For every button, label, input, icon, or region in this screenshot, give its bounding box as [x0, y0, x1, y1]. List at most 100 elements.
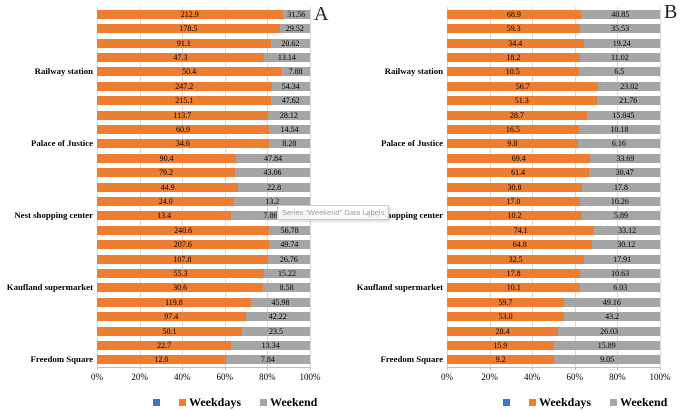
bar-segment-weekdays[interactable]: 10.2	[447, 211, 583, 221]
bar-segment-weekend[interactable]: 6.16	[577, 139, 660, 149]
data-label-weekend[interactable]: 7.86	[263, 211, 278, 221]
bar-segment-weekdays[interactable]: 22.7	[97, 340, 232, 350]
data-label-weekdays[interactable]: 113.7	[173, 110, 192, 120]
data-label-weekdays[interactable]: 59.3	[506, 24, 521, 34]
bar-segment-weekdays[interactable]: 44.9	[97, 182, 239, 192]
bar-segment-weekdays[interactable]: 55.3	[97, 268, 265, 278]
data-label-weekend[interactable]: 33.69	[616, 153, 635, 163]
data-label-weekend[interactable]: 17.8	[613, 182, 628, 192]
bar-segment-weekend[interactable]: 15.22	[264, 268, 310, 278]
data-label-weekdays[interactable]: 91.1	[176, 38, 191, 48]
data-label-weekend[interactable]: 10.26	[610, 196, 629, 206]
bar-segment-weekdays[interactable]: 68.9	[447, 9, 581, 19]
data-label-weekdays[interactable]: 207.6	[173, 240, 192, 250]
bar-segment-weekend[interactable]: 49.74	[268, 240, 310, 250]
bar-segment-weekend[interactable]: 45.98	[250, 297, 310, 307]
bar-segment-weekdays[interactable]: 50.1	[97, 326, 242, 336]
data-label-weekdays[interactable]: 18.2	[506, 52, 521, 62]
bar-segment-weekend[interactable]: 43.2	[564, 312, 660, 322]
data-label-weekdays[interactable]: 34.6	[175, 139, 190, 149]
bar-segment-weekdays[interactable]: 247.2	[97, 81, 272, 91]
bar-segment-weekdays[interactable]: 240.6	[97, 225, 270, 235]
legend-item-weekdays[interactable]: Weekdays	[529, 395, 591, 410]
bar-segment-weekdays[interactable]: 119.8	[97, 297, 251, 307]
bar-segment-weekend[interactable]: 10.18	[578, 124, 660, 134]
data-label-weekend[interactable]: 43.06	[263, 168, 282, 178]
bar-segment-weekend[interactable]: 17.91	[584, 254, 660, 264]
data-label-weekend[interactable]: 54.34	[281, 81, 300, 91]
data-label-weekend[interactable]: 20.62	[281, 38, 300, 48]
data-label-weekend[interactable]: 9.05	[600, 355, 615, 365]
bar-segment-weekend[interactable]: 49.16	[563, 297, 660, 307]
bar-segment-weekdays[interactable]: 30.8	[447, 182, 582, 192]
bar-segment-weekend[interactable]: 13.14	[263, 52, 310, 62]
data-label-weekend[interactable]: 10.18	[610, 124, 629, 134]
data-label-weekdays[interactable]: 60.9	[175, 124, 190, 134]
data-label-weekend[interactable]: 40.85	[611, 9, 630, 19]
data-label-weekdays[interactable]: 30.6	[173, 283, 188, 293]
data-label-weekdays[interactable]: 28.7	[509, 110, 524, 120]
bar-segment-weekend[interactable]: 6.03	[580, 283, 660, 293]
data-label-weekdays[interactable]: 215.1	[175, 96, 194, 106]
data-label-weekdays[interactable]: 10.5	[505, 67, 520, 77]
data-label-weekdays[interactable]: 119.8	[165, 297, 183, 307]
bar-segment-weekend[interactable]: 31.56	[282, 9, 310, 19]
data-label-weekend[interactable]: 22.8	[267, 182, 282, 192]
bar-segment-weekend[interactable]: 8.28	[268, 139, 310, 149]
bar-segment-weekend[interactable]: 5.89	[582, 211, 660, 221]
data-label-weekdays[interactable]: 64.8	[512, 240, 527, 250]
bar-segment-weekdays[interactable]: 28.4	[447, 326, 559, 336]
data-label-weekend[interactable]: 49.16	[602, 297, 621, 307]
data-label-weekend[interactable]: 23.02	[620, 81, 639, 91]
bar-segment-weekend[interactable]: 15.89	[553, 340, 660, 350]
bar-segment-weekend[interactable]: 14.54	[268, 124, 310, 134]
data-label-weekend[interactable]: 15.045	[612, 110, 635, 120]
data-label-weekend[interactable]: 6.16	[611, 139, 626, 149]
data-label-weekdays[interactable]: 15.9	[493, 340, 508, 350]
bar-segment-weekdays[interactable]: 64.8	[447, 240, 593, 250]
bar-segment-weekdays[interactable]: 53.0	[447, 312, 565, 322]
bar-segment-weekend[interactable]: 23.5	[241, 326, 310, 336]
bar-segment-weekend[interactable]: 30.47	[589, 168, 660, 178]
bar-segment-weekend[interactable]: 40.85	[580, 9, 660, 19]
legend-item-weekdays[interactable]: Weekdays	[179, 395, 241, 410]
bar-segment-weekend[interactable]: 13.34	[231, 340, 310, 350]
bar-segment-weekend[interactable]: 7.84	[225, 355, 310, 365]
bar-segment-weekdays[interactable]: 47.3	[97, 52, 264, 62]
data-label-weekdays[interactable]: 97.4	[164, 312, 179, 322]
data-label-weekdays[interactable]: 28.4	[495, 326, 510, 336]
data-label-weekdays[interactable]: 50.4	[182, 67, 197, 77]
data-label-weekend[interactable]: 15.89	[597, 340, 616, 350]
data-label-weekend[interactable]: 43.2	[605, 312, 620, 322]
data-label-weekdays[interactable]: 74.1	[513, 225, 528, 235]
bar-segment-weekend[interactable]: 7.86	[231, 211, 310, 221]
bar-segment-weekdays[interactable]: 9.8	[447, 139, 578, 149]
bar-segment-weekdays[interactable]: 56.7	[447, 81, 599, 91]
bar-segment-weekdays[interactable]: 9.2	[447, 355, 555, 365]
data-label-weekend[interactable]: 26.76	[279, 254, 298, 264]
data-label-weekdays[interactable]: 22.7	[157, 340, 172, 350]
bar-segment-weekdays[interactable]: 60.9	[97, 124, 269, 134]
data-label-weekend[interactable]: 13.34	[261, 340, 280, 350]
bar-segment-weekend[interactable]: 7.88	[281, 67, 310, 77]
data-label-weekend[interactable]: 28.12	[279, 110, 298, 120]
bar-segment-weekdays[interactable]: 16.5	[447, 124, 579, 134]
data-label-weekdays[interactable]: 50.1	[162, 326, 177, 336]
bar-segment-weekend[interactable]: 33.69	[590, 153, 660, 163]
data-label-weekdays[interactable]: 55.3	[173, 268, 188, 278]
bar-segment-weekdays[interactable]: 34.4	[447, 38, 584, 48]
data-label-weekend[interactable]: 8.28	[282, 139, 297, 149]
data-label-weekdays[interactable]: 212.9	[180, 9, 199, 19]
data-label-weekend[interactable]: 29.52	[285, 24, 304, 34]
bar-segment-weekdays[interactable]: 51.3	[447, 96, 597, 106]
bar-segment-weekend[interactable]: 29.52	[279, 24, 310, 34]
bar-segment-weekdays[interactable]: 17.0	[447, 196, 580, 206]
bar-segment-weekdays[interactable]: 59.7	[447, 297, 564, 307]
bar-segment-weekend[interactable]: 56.78	[269, 225, 310, 235]
bar-segment-weekdays[interactable]: 34.6	[97, 139, 269, 149]
bar-segment-weekdays[interactable]: 90.4	[97, 153, 237, 163]
bar-segment-weekend[interactable]: 21.76	[596, 96, 660, 106]
data-label-weekdays[interactable]: 34.4	[508, 38, 523, 48]
bar-segment-weekend[interactable]: 19.24	[583, 38, 660, 48]
data-label-weekend[interactable]: 10.63	[611, 268, 630, 278]
